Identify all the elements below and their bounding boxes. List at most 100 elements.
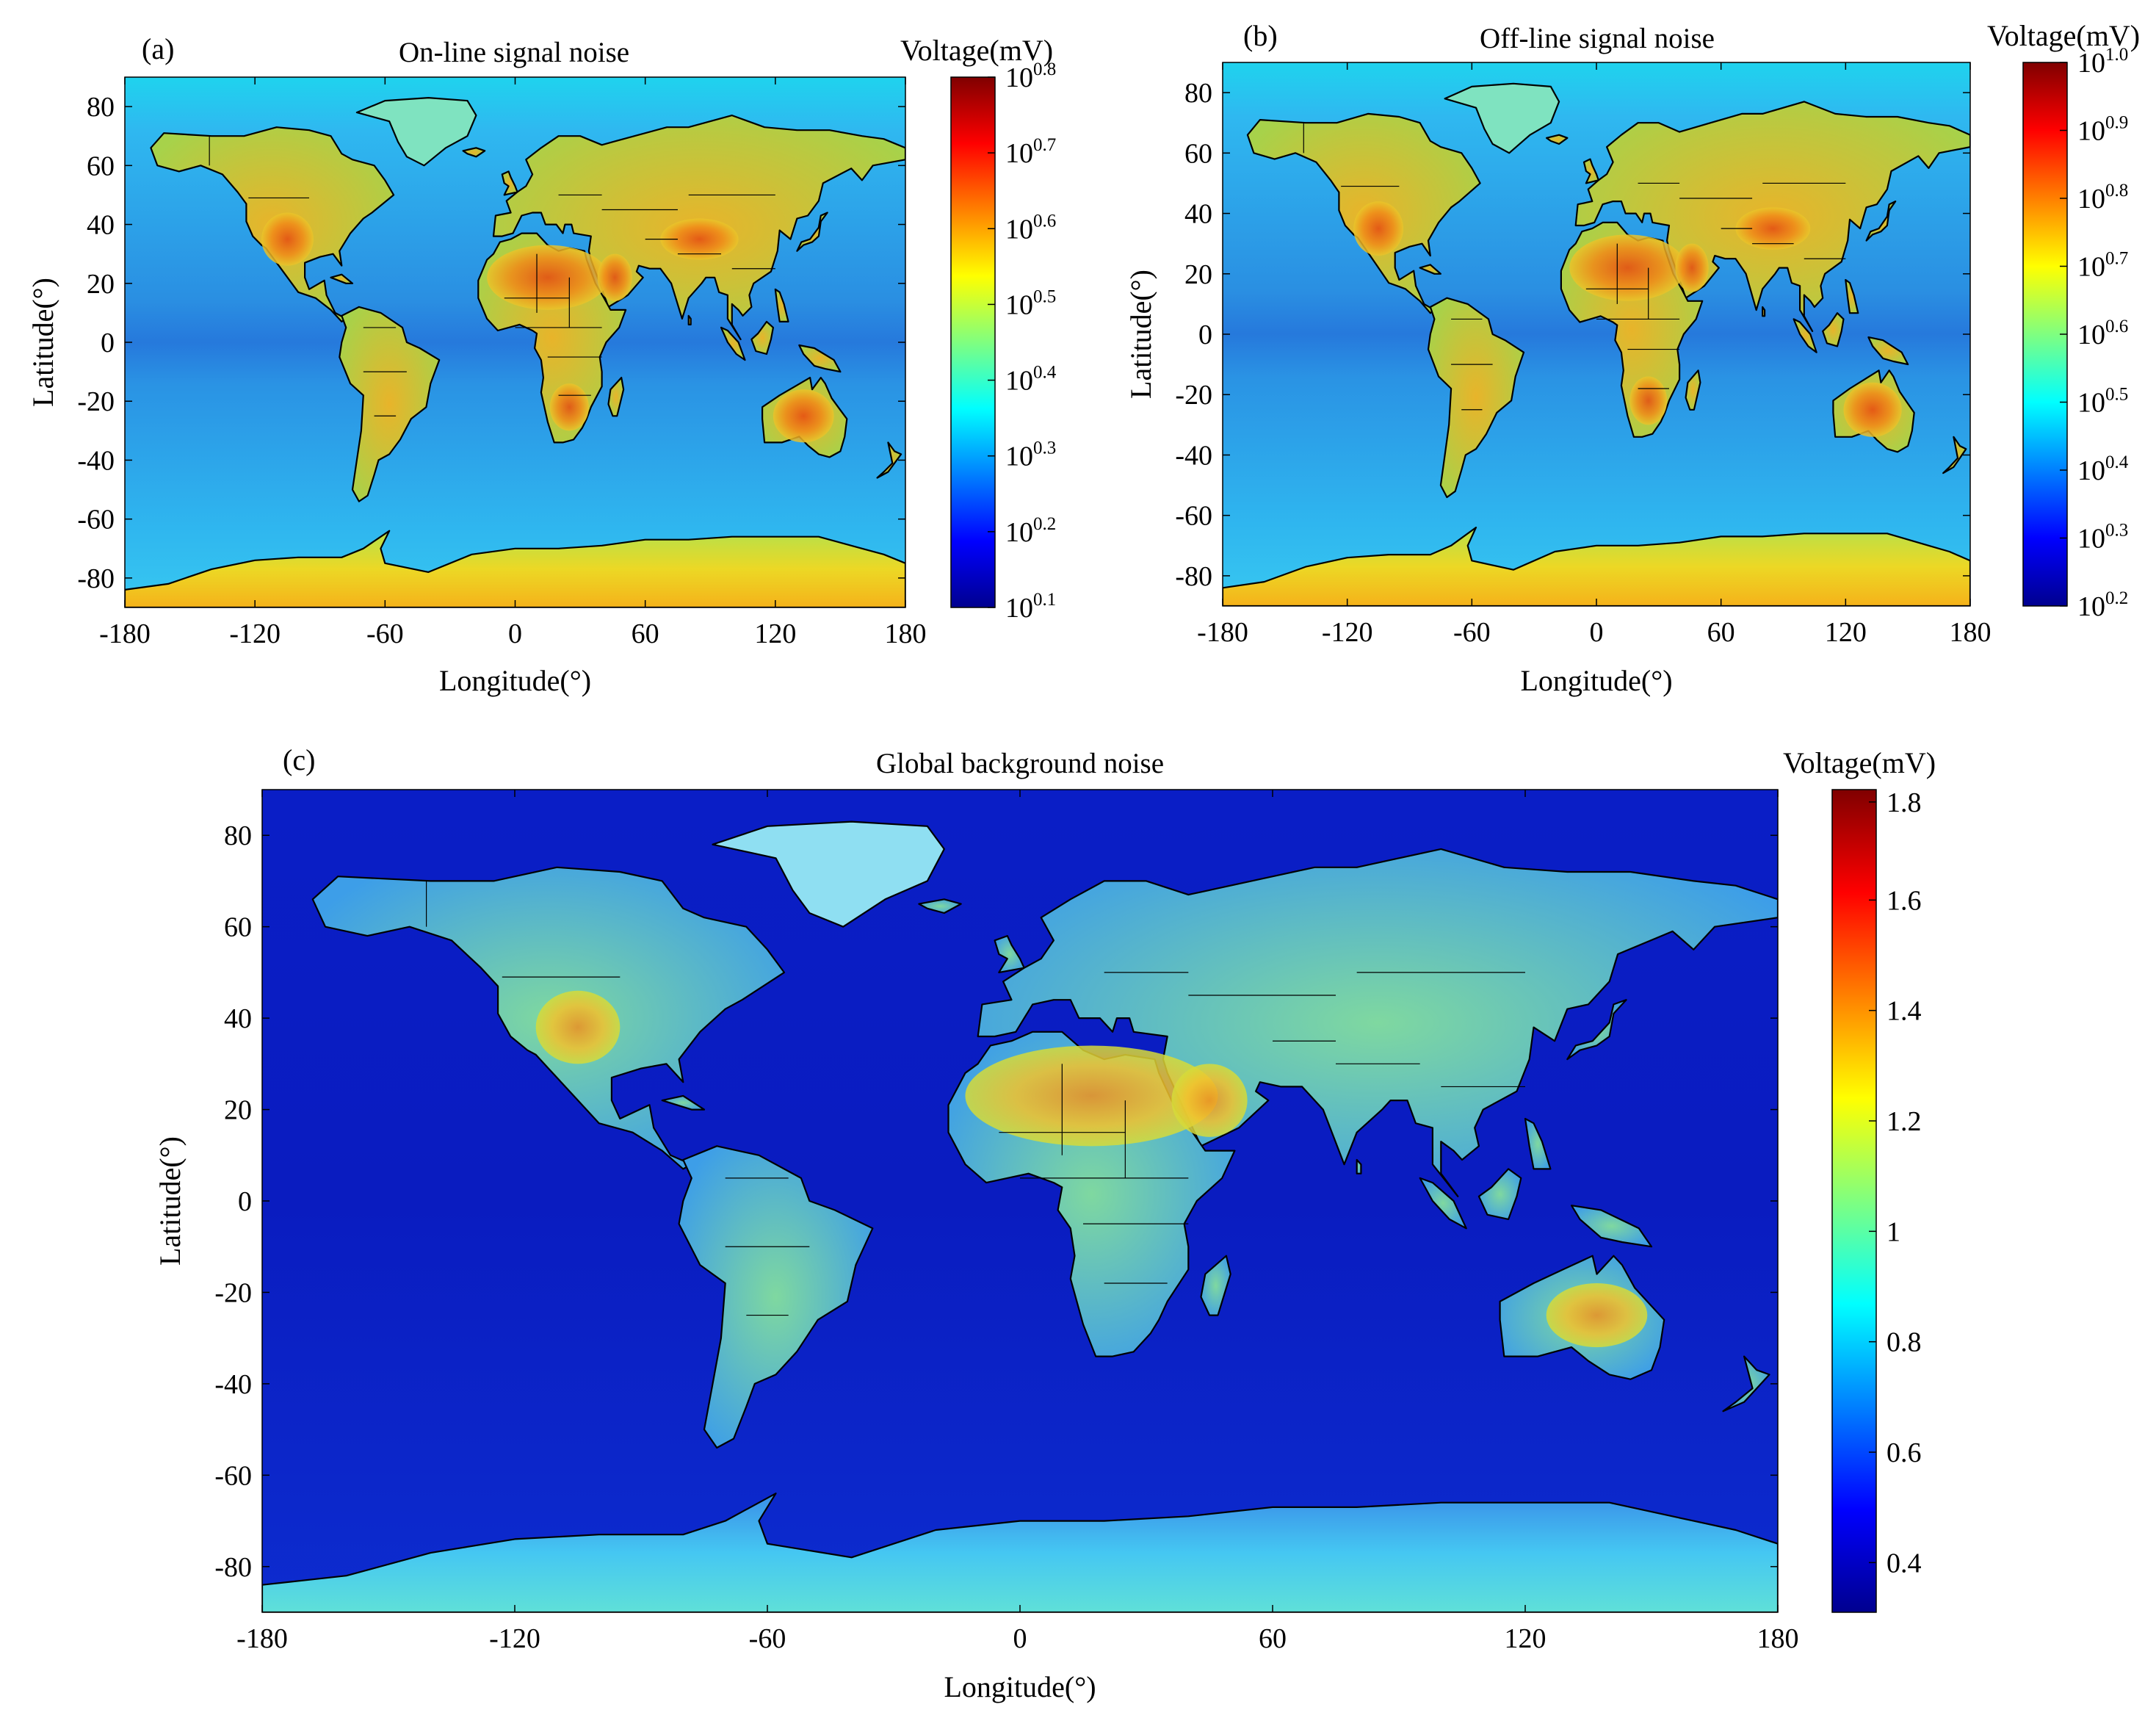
x-tick-label: 60 <box>1707 617 1735 648</box>
y-tick-label: -80 <box>1175 561 1212 592</box>
y-tick-label: 40 <box>224 1003 252 1034</box>
colorbar-tick-label: 100.4 <box>1005 363 1057 397</box>
colorbar-tick-label: 0.8 <box>1886 1327 1922 1358</box>
colorbar-tick-base: 10 <box>1005 138 1033 169</box>
colorbar-tick-label: 100.8 <box>1005 59 1056 93</box>
eurasia-landmass <box>977 848 1778 1197</box>
colorbar-tick-exponent: 0.1 <box>1033 590 1056 610</box>
madagascar-landmass <box>1685 369 1701 411</box>
colorbar-title: Voltage(mV) <box>900 34 1053 67</box>
noise-hotspot <box>1353 201 1404 256</box>
colorbar-tick-exponent: 1.0 <box>2105 45 2128 65</box>
colorbar-tick-label: 100.6 <box>1005 211 1056 245</box>
y-tick-label: -20 <box>77 386 115 417</box>
colorbar-tick-label: 1.6 <box>1886 885 1922 916</box>
colorbar-tick-label: 100.1 <box>1005 590 1056 624</box>
antarctica-landmass <box>1223 527 1970 606</box>
colorbar-tick-label: 100.9 <box>2077 113 2128 147</box>
panel-title: On-line signal noise <box>399 37 629 68</box>
map-panel-a: -180 -120 -60 0 60 120 180 80 60 40 20 0 -20 -40 -60 -8… <box>26 32 1057 697</box>
colorbar-tick-exponent: 0.9 <box>2105 113 2128 133</box>
x-tick-label: -60 <box>366 618 404 649</box>
colorbar-tick-base: 1.8 <box>1886 787 1922 818</box>
noise-hotspot <box>261 212 314 266</box>
colorbar-tick-base: 10 <box>2077 184 2105 214</box>
greenland-landmass <box>1444 82 1560 154</box>
noise-hotspot <box>1171 1064 1248 1137</box>
x-tick-label: 120 <box>1505 1623 1547 1654</box>
colorbar-tick-label: 0.6 <box>1886 1437 1922 1468</box>
new-zealand-landmass <box>1722 1355 1770 1412</box>
greenland-landmass <box>712 820 945 928</box>
x-tick-label: -120 <box>1322 617 1373 648</box>
y-tick-label: -40 <box>1175 440 1212 471</box>
colorbar-tick-exponent: 0.3 <box>1033 439 1056 458</box>
y-axis-label: Latitude(°) <box>26 278 59 407</box>
sumatra-landmass <box>720 326 746 361</box>
new-zealand-landmass <box>1942 436 1967 475</box>
sumatra-landmass <box>1419 1177 1467 1230</box>
borneo-landmass <box>1477 1168 1522 1220</box>
colorbar-tick-base: 10 <box>1005 593 1033 624</box>
colorbar-tick-base: 10 <box>2077 524 2105 555</box>
colorbar: Voltage(mV)100.8100.7100.6100.5100.4100.… <box>900 34 1057 624</box>
colorbar-tick-label: 100.2 <box>1005 514 1056 548</box>
madagascar-landmass <box>607 377 625 417</box>
x-tick-label: 120 <box>1825 617 1867 648</box>
new-guinea-landmass <box>798 344 842 373</box>
colorbar-tick-base: 0.6 <box>1886 1437 1922 1468</box>
y-tick-label: 20 <box>1184 259 1212 290</box>
colorbar-title: Voltage(mV) <box>1783 746 1936 779</box>
colorbar-tick-base: 1.2 <box>1886 1106 1922 1137</box>
colorbar-tick-label: 1 <box>1886 1216 1900 1247</box>
y-tick-label: 80 <box>87 92 115 123</box>
map-image <box>1223 62 1970 606</box>
x-axis-label: Longitude(°) <box>944 1670 1096 1703</box>
japan-landmass <box>1566 999 1627 1061</box>
y-tick-label: -40 <box>214 1369 252 1400</box>
y-tick-label: 60 <box>224 912 252 943</box>
y-tick-label: 20 <box>87 269 115 300</box>
noise-hotspot <box>773 389 834 443</box>
philippines-landmass <box>1845 278 1859 314</box>
y-tick-label: -20 <box>214 1277 252 1308</box>
y-tick-label: 60 <box>87 151 115 181</box>
y-tick-label: 40 <box>87 210 115 241</box>
iceland-landmass <box>462 147 486 158</box>
noise-hotspot <box>597 253 632 301</box>
y-tick-label: 0 <box>101 328 115 358</box>
colorbar-tick-exponent: 0.8 <box>1033 59 1056 79</box>
colorbar-tick-label: 100.3 <box>2077 521 2128 555</box>
sri-lanka-landmass <box>1356 1158 1362 1175</box>
y-tick-label: 80 <box>1184 78 1212 109</box>
new-zealand-landmass <box>876 441 902 479</box>
colorbar-tick-label: 100.7 <box>2077 249 2128 283</box>
y-tick-label: -60 <box>1175 501 1212 532</box>
south-america-landmass <box>1427 297 1525 499</box>
new-guinea-landmass <box>1867 336 1909 366</box>
colorbar-tick-exponent: 0.8 <box>2105 181 2128 201</box>
map-image <box>125 77 905 607</box>
colorbar-tick-base: 1.4 <box>1886 996 1922 1027</box>
colorbar-tick-label: 1.4 <box>1886 996 1922 1027</box>
x-tick-label: -180 <box>1197 617 1248 648</box>
sumatra-landmass <box>1793 318 1817 353</box>
y-tick-label: -60 <box>77 505 115 535</box>
x-tick-label: -120 <box>229 618 281 649</box>
x-axis-label: Longitude(°) <box>439 664 591 697</box>
colorbar-tick-base: 10 <box>1005 289 1033 320</box>
x-tick-label: 180 <box>1757 1623 1799 1654</box>
y-tick-label: -80 <box>77 563 115 594</box>
y-axis-label: Latitude(°) <box>153 1136 187 1266</box>
colorbar-tick-base: 10 <box>1005 62 1033 93</box>
panel-title: Off-line signal noise <box>1480 23 1715 54</box>
noise-hotspot <box>1546 1283 1648 1348</box>
colorbar-tick-exponent: 0.7 <box>2105 249 2128 269</box>
colorbar-tick-base: 10 <box>1005 214 1033 245</box>
borneo-landmass <box>750 320 774 356</box>
noise-hotspot <box>1735 207 1811 250</box>
south-america-landmass <box>678 1145 874 1449</box>
cuba-landmass <box>330 273 354 284</box>
philippines-landmass <box>1524 1117 1552 1170</box>
madagascar-landmass <box>1200 1255 1231 1316</box>
